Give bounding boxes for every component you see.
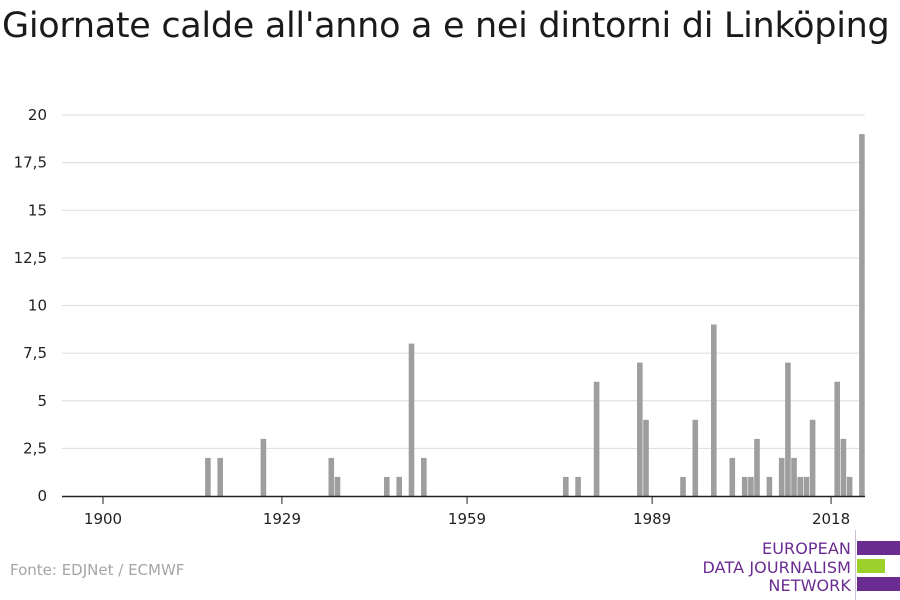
bar xyxy=(396,476,402,496)
bar xyxy=(692,419,699,496)
logo-bar-purple-bottom xyxy=(857,577,900,591)
bar xyxy=(809,419,816,496)
bar xyxy=(791,457,797,496)
y-tick-label: 20 xyxy=(28,106,47,124)
bar xyxy=(778,457,785,496)
bar xyxy=(637,362,643,496)
bars xyxy=(205,134,865,496)
y-axis-labels: 0 2,5 5 7,5 10 12,5 15 17,5 20 xyxy=(14,106,47,505)
bar xyxy=(408,343,415,496)
bar xyxy=(575,476,581,496)
bar xyxy=(797,476,803,496)
logo-line-data-journalism: DATA JOURNALISM xyxy=(702,558,851,577)
bar xyxy=(205,457,211,496)
bar xyxy=(593,381,600,496)
bar xyxy=(729,457,736,496)
x-tick-label: 2018 xyxy=(812,510,850,528)
bar xyxy=(834,381,840,496)
chart-title: Giornate calde all'anno a e nei dintorni… xyxy=(2,6,890,46)
bar xyxy=(859,134,865,496)
logo-bar-green xyxy=(857,559,885,573)
bar xyxy=(217,457,223,496)
bar xyxy=(563,476,569,496)
x-axis-ticks: 1900 1929 1959 1989 2018 xyxy=(84,496,850,528)
y-tick-label: 10 xyxy=(28,297,47,315)
source-note: Fonte: EDJNet / ECMWF xyxy=(10,561,185,579)
bar xyxy=(840,438,847,496)
bar-chart: 0 2,5 5 7,5 10 12,5 15 17,5 20 1900 1929 1959 1989 2… xyxy=(14,106,865,528)
bar xyxy=(754,438,760,496)
logo-line-european: EUROPEAN xyxy=(761,539,851,558)
grid-lines xyxy=(62,114,865,449)
y-tick-label: 15 xyxy=(28,201,47,219)
bar xyxy=(748,476,754,496)
y-tick-label: 0 xyxy=(37,487,47,505)
y-tick-label: 17,5 xyxy=(14,154,47,172)
bar xyxy=(260,438,267,496)
bar xyxy=(384,476,390,496)
x-tick-label: 1989 xyxy=(633,510,671,528)
y-tick-label: 2,5 xyxy=(23,439,47,457)
logo-line-network: NETWORK xyxy=(768,576,851,595)
bar xyxy=(328,457,335,496)
y-tick-label: 12,5 xyxy=(14,249,47,267)
logo-bar-purple-top xyxy=(857,541,900,555)
bar xyxy=(643,419,649,496)
bar xyxy=(785,362,791,496)
bar xyxy=(741,476,748,496)
x-tick-label: 1929 xyxy=(263,510,301,528)
logo-divider xyxy=(855,530,856,600)
bar xyxy=(766,476,773,496)
y-tick-label: 5 xyxy=(37,392,47,410)
bar xyxy=(334,476,341,496)
x-tick-label: 1900 xyxy=(84,510,122,528)
bar xyxy=(846,476,853,496)
bar xyxy=(803,476,810,496)
bar xyxy=(421,457,427,496)
bar xyxy=(680,476,686,496)
x-tick-label: 1959 xyxy=(448,510,486,528)
bar xyxy=(711,324,717,496)
edjnet-logo: EUROPEAN DATA JOURNALISM NETWORK xyxy=(700,530,900,600)
y-tick-label: 7,5 xyxy=(23,344,47,362)
